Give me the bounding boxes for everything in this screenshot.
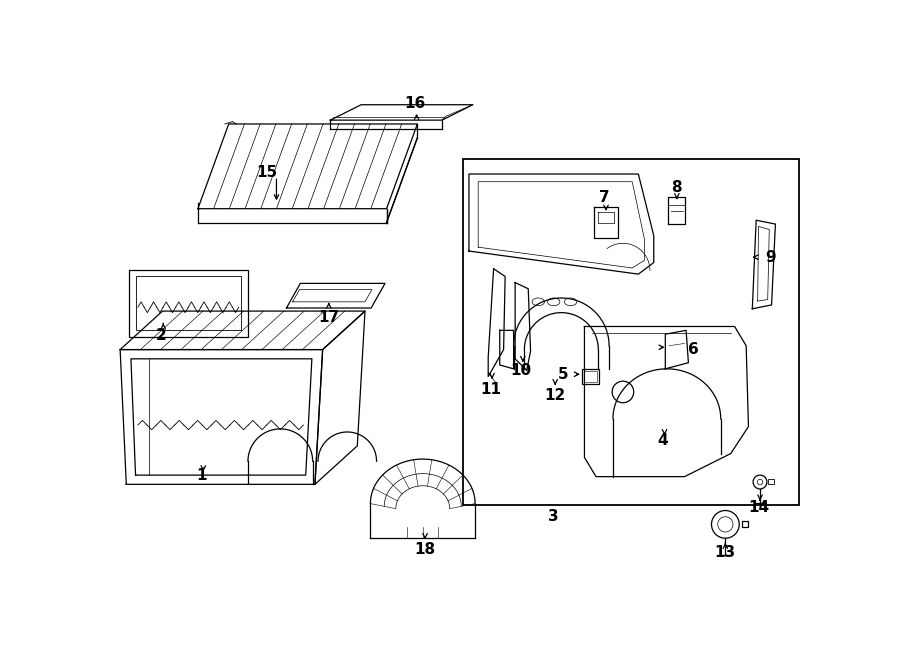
Text: 11: 11: [480, 382, 501, 397]
Bar: [582, 369, 599, 384]
Text: 7: 7: [599, 190, 610, 206]
Text: 18: 18: [415, 542, 436, 557]
Bar: [584, 371, 597, 382]
Text: 15: 15: [256, 165, 277, 180]
Bar: [463, 159, 798, 505]
Bar: [136, 276, 241, 330]
Text: 14: 14: [748, 500, 769, 515]
Text: 16: 16: [404, 96, 426, 110]
Bar: [769, 479, 774, 485]
Text: 13: 13: [715, 545, 736, 560]
Text: 17: 17: [319, 310, 339, 325]
Bar: [742, 520, 749, 527]
Text: 9: 9: [766, 250, 776, 264]
Bar: [129, 270, 248, 337]
Text: 3: 3: [548, 509, 559, 524]
Text: 6: 6: [688, 342, 699, 357]
Text: 8: 8: [671, 180, 682, 196]
Text: 10: 10: [510, 363, 532, 378]
Text: 1: 1: [196, 467, 207, 483]
Text: 4: 4: [658, 433, 669, 448]
Text: 2: 2: [156, 329, 166, 343]
Text: 12: 12: [544, 388, 566, 403]
Text: 5: 5: [558, 367, 568, 382]
